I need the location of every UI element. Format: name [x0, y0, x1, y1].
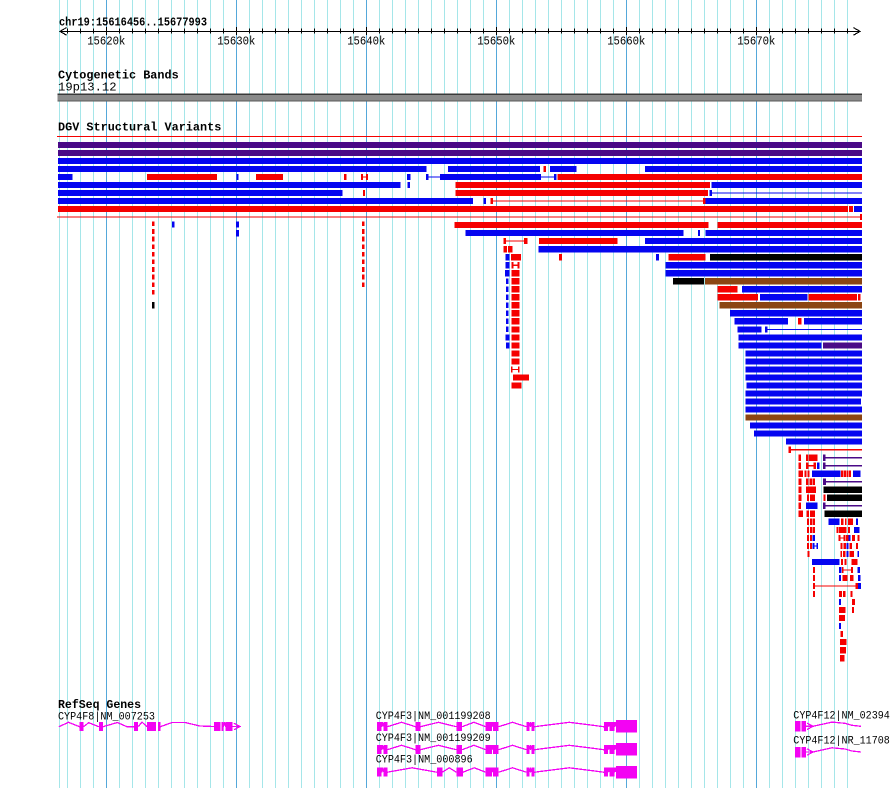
svg-text:CYP4F8|NM_007253: CYP4F8|NM_007253: [58, 711, 155, 723]
svg-text:CYP4F12|NM_02394: CYP4F12|NM_02394: [793, 710, 890, 722]
svg-text:19p13.12: 19p13.12: [58, 81, 117, 95]
svg-text:DGV Structural Variants: DGV Structural Variants: [58, 120, 221, 134]
svg-text:15650k: 15650k: [477, 35, 515, 49]
svg-text:CYP4F3|NM_001199208: CYP4F3|NM_001199208: [376, 711, 491, 723]
svg-text:CYP4F12|NR_11708: CYP4F12|NR_11708: [793, 735, 890, 747]
svg-text:CYP4F3|NM_001199209: CYP4F3|NM_001199209: [376, 733, 491, 745]
svg-text:15670k: 15670k: [737, 35, 775, 49]
svg-text:15630k: 15630k: [217, 35, 255, 49]
svg-text:CYP4F3|NM_000896: CYP4F3|NM_000896: [376, 755, 473, 767]
svg-text:RefSeq Genes: RefSeq Genes: [58, 698, 141, 712]
svg-text:15660k: 15660k: [607, 35, 645, 49]
svg-text:15640k: 15640k: [347, 35, 385, 49]
svg-text:chr19:15616456..15677993: chr19:15616456..15677993: [59, 15, 207, 29]
svg-text:15620k: 15620k: [87, 35, 125, 49]
svg-text:Cytogenetic Bands: Cytogenetic Bands: [58, 68, 179, 82]
